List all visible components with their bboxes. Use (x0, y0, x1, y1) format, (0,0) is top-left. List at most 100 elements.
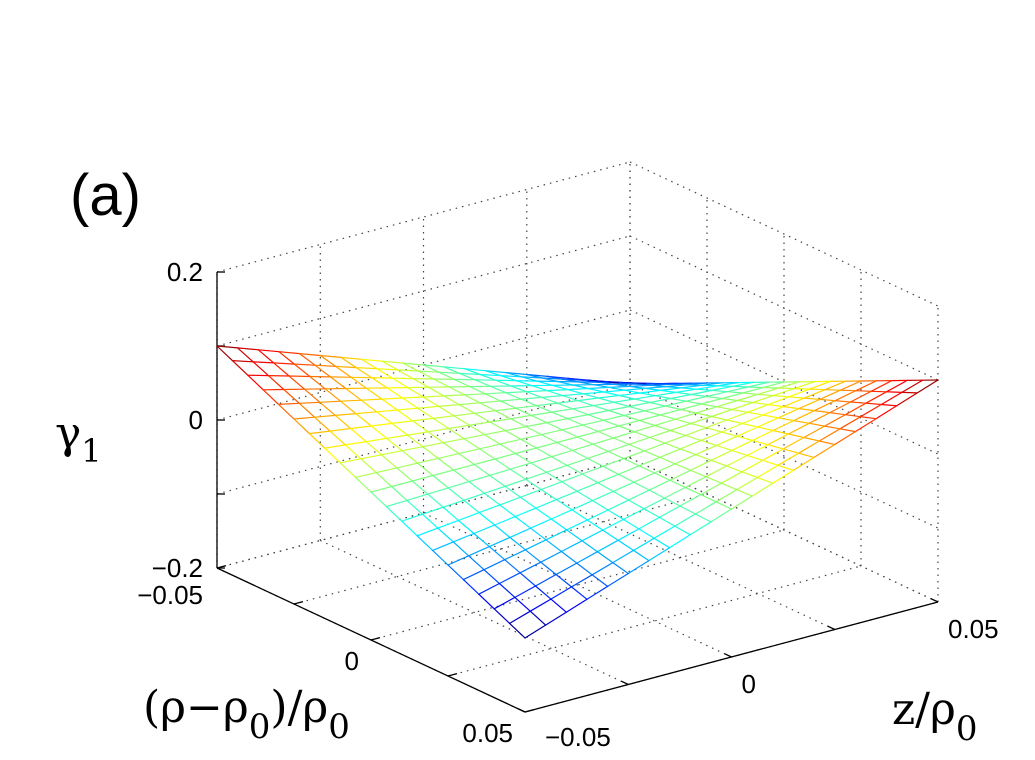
mesh-line (427, 386, 445, 397)
mesh-line (628, 405, 646, 412)
mesh-line (916, 379, 939, 394)
mesh-line (293, 363, 311, 378)
mesh-line (550, 518, 568, 531)
mesh-line (576, 436, 594, 445)
mesh-line (731, 449, 748, 456)
mesh-line (433, 378, 450, 388)
mesh-line (777, 408, 800, 419)
mesh-line (565, 519, 588, 531)
mesh-line (674, 418, 692, 425)
mesh-line (602, 529, 619, 541)
mesh-line (376, 411, 393, 424)
mesh-line (385, 499, 408, 508)
mesh-line (519, 572, 537, 587)
mesh-line (565, 598, 588, 613)
mesh-line (855, 380, 878, 392)
mesh-line (411, 480, 429, 495)
mesh-line (690, 422, 707, 429)
mesh-line (705, 419, 728, 429)
mesh-line (401, 397, 419, 409)
mesh-line (340, 400, 357, 415)
mesh-line (484, 392, 507, 395)
mesh-line (489, 421, 506, 432)
mesh-line (474, 410, 496, 414)
mesh-line (762, 406, 785, 416)
mesh-line (438, 405, 455, 417)
mesh-line (731, 385, 749, 388)
mesh-line (638, 516, 661, 530)
mesh-line (504, 430, 522, 440)
mesh-line (463, 492, 485, 501)
mesh-line (730, 495, 753, 510)
mesh-line (427, 487, 449, 495)
mesh-line (602, 414, 625, 421)
mesh-line (498, 572, 521, 585)
mesh-line (695, 412, 713, 418)
mesh-line (550, 449, 573, 458)
mesh-line (793, 420, 810, 424)
mesh-line (757, 387, 780, 395)
mesh-line (618, 425, 635, 433)
mesh-line (406, 499, 423, 515)
mesh-line (535, 441, 558, 449)
mesh-line (602, 518, 625, 531)
mesh-line (808, 388, 826, 391)
mesh-line (535, 499, 558, 509)
mesh-line (509, 536, 527, 551)
mesh-line (489, 468, 511, 476)
mesh-line (623, 387, 646, 391)
mesh-line (741, 422, 759, 428)
mesh-line (376, 409, 398, 413)
mesh-line (603, 391, 620, 397)
mesh-line (529, 518, 552, 529)
mesh-line (767, 433, 790, 446)
mesh-line (216, 345, 233, 362)
mesh-line (726, 386, 749, 393)
mesh-line (695, 444, 718, 456)
mesh-line (308, 433, 326, 449)
mesh-line (638, 465, 656, 474)
mesh-line (613, 401, 630, 408)
mesh-line (561, 395, 579, 402)
mesh-line (514, 596, 531, 612)
mesh-line (695, 406, 718, 414)
mesh-line (299, 353, 316, 366)
mesh-line (674, 412, 697, 420)
mesh-line (818, 428, 841, 442)
grid-line (526, 484, 836, 631)
mesh-line (468, 424, 486, 436)
mesh-line (340, 356, 363, 360)
mesh-line (494, 410, 512, 420)
mesh-line (725, 454, 748, 467)
mesh-line (679, 505, 697, 515)
mesh-line (417, 457, 439, 464)
mesh-line (818, 440, 836, 446)
mesh-line (560, 550, 578, 564)
mesh-line (515, 405, 538, 409)
mesh-line (546, 418, 569, 424)
mesh-line (355, 367, 373, 379)
mesh-line (762, 414, 780, 419)
mesh-line (504, 549, 527, 561)
mesh-line (452, 541, 470, 557)
mesh-line (530, 411, 553, 416)
mesh-line (535, 507, 552, 520)
mesh-line (834, 400, 852, 403)
mesh-line (216, 345, 239, 349)
mesh-line (823, 425, 841, 430)
mesh-line (772, 469, 795, 484)
mesh-line (643, 442, 666, 452)
mesh-line (459, 372, 476, 381)
mesh-line (463, 438, 481, 450)
mesh-line (885, 379, 908, 393)
mesh-line (397, 369, 419, 372)
mesh-line (432, 541, 454, 552)
mesh-line (566, 414, 589, 420)
mesh-line (757, 393, 775, 397)
mesh-line (545, 471, 563, 483)
mesh-line (561, 481, 578, 492)
mesh-line (483, 569, 500, 585)
mesh-line (570, 574, 593, 588)
mesh-line (706, 391, 728, 398)
mesh-line (519, 488, 542, 498)
